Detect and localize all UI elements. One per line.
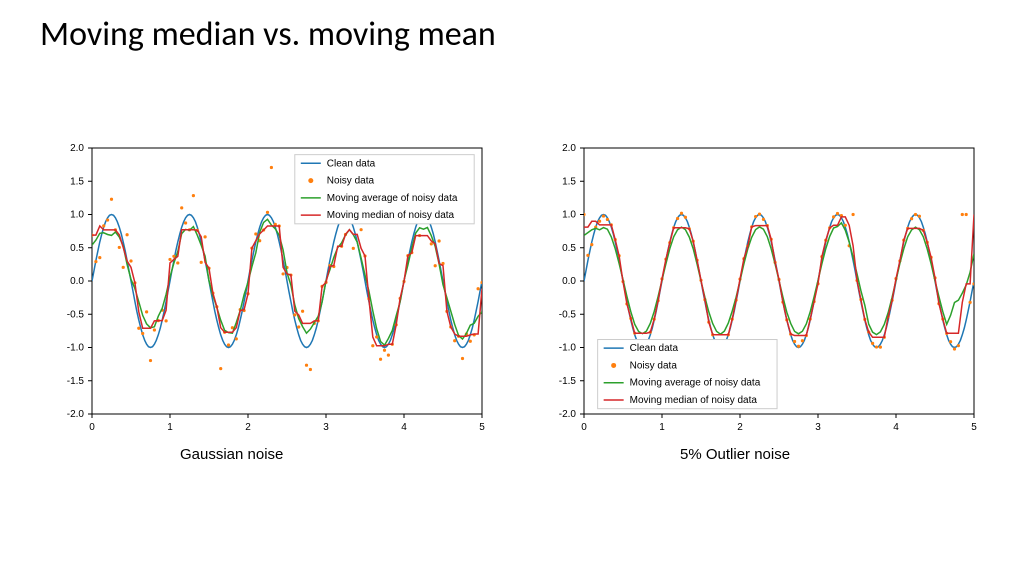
page-title: Moving median vs. moving mean bbox=[40, 14, 496, 55]
svg-text:2.0: 2.0 bbox=[562, 143, 576, 154]
svg-text:-0.5: -0.5 bbox=[559, 309, 577, 320]
svg-text:-1.0: -1.0 bbox=[67, 343, 85, 354]
svg-text:1.5: 1.5 bbox=[70, 176, 84, 187]
svg-text:2.0: 2.0 bbox=[70, 143, 84, 154]
svg-text:1.0: 1.0 bbox=[562, 210, 576, 221]
svg-text:-2.0: -2.0 bbox=[67, 409, 85, 420]
svg-text:4: 4 bbox=[401, 422, 407, 433]
svg-text:4: 4 bbox=[893, 422, 899, 433]
svg-text:-2.0: -2.0 bbox=[559, 409, 577, 420]
svg-text:0.0: 0.0 bbox=[70, 276, 84, 287]
chart-svg: 0 1 2 3 4 5 -2.0 -1.5 -1.0 -0.5 0.0 0.5 1.0 1.5 2.0 Cle… bbox=[536, 140, 982, 440]
svg-text:5: 5 bbox=[971, 422, 977, 433]
svg-text:5: 5 bbox=[479, 422, 485, 433]
svg-text:0: 0 bbox=[581, 422, 587, 433]
svg-text:2: 2 bbox=[737, 422, 743, 433]
svg-text:1: 1 bbox=[659, 422, 665, 433]
chart-outlier: 0 1 2 3 4 5 -2.0 -1.5 -1.0 -0.5 0.0 0.5 1.0 1.5 2.0 Cle… bbox=[536, 140, 982, 440]
svg-text:-1.5: -1.5 bbox=[67, 376, 85, 387]
svg-text:3: 3 bbox=[815, 422, 821, 433]
svg-text:0.5: 0.5 bbox=[70, 243, 84, 254]
svg-text:2: 2 bbox=[245, 422, 251, 433]
svg-text:1.0: 1.0 bbox=[70, 210, 84, 221]
caption-gaussian: Gaussian noise bbox=[180, 446, 283, 463]
legend-label: Moving average of noisy data bbox=[327, 193, 458, 204]
legend-label: Clean data bbox=[327, 158, 376, 169]
legend-label: Moving average of noisy data bbox=[630, 378, 761, 389]
legend-label: Moving median of noisy data bbox=[327, 210, 455, 221]
legend-label: Clean data bbox=[630, 343, 679, 354]
svg-text:1.5: 1.5 bbox=[562, 176, 576, 187]
svg-text:0.5: 0.5 bbox=[562, 243, 576, 254]
caption-outlier: 5% Outlier noise bbox=[680, 446, 790, 463]
svg-text:-0.5: -0.5 bbox=[67, 309, 85, 320]
svg-text:-1.0: -1.0 bbox=[559, 343, 577, 354]
svg-text:1: 1 bbox=[167, 422, 173, 433]
svg-text:0: 0 bbox=[89, 422, 95, 433]
chart-gaussian: 0 1 2 3 4 5 -2.0 -1.5 -1.0 -0.5 0.0 0.5 1.0 1.5 2.0 Cle… bbox=[44, 140, 490, 440]
svg-text:3: 3 bbox=[323, 422, 329, 433]
svg-text:0.0: 0.0 bbox=[562, 276, 576, 287]
legend-label: Noisy data bbox=[630, 360, 678, 371]
chart-svg: 0 1 2 3 4 5 -2.0 -1.5 -1.0 -0.5 0.0 0.5 1.0 1.5 2.0 Cle… bbox=[44, 140, 490, 440]
legend-label: Moving median of noisy data bbox=[630, 395, 758, 406]
legend-label: Noisy data bbox=[327, 176, 375, 187]
svg-text:-1.5: -1.5 bbox=[559, 376, 577, 387]
